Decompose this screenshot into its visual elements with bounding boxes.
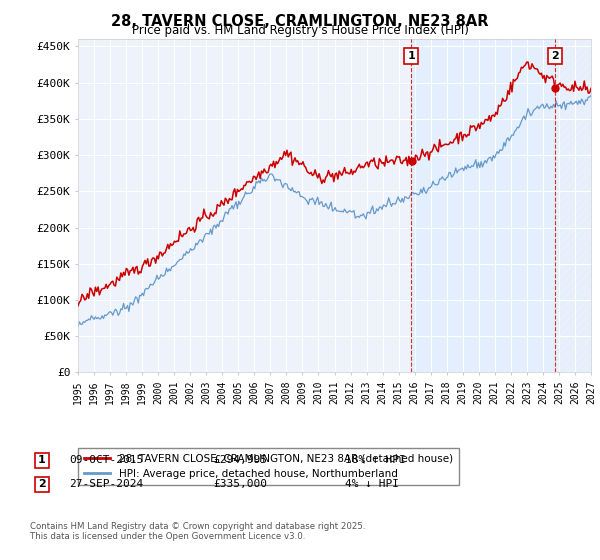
Text: £294,995: £294,995 [213,455,267,465]
Text: Contains HM Land Registry data © Crown copyright and database right 2025.
This d: Contains HM Land Registry data © Crown c… [30,522,365,542]
Text: £335,000: £335,000 [213,479,267,489]
Bar [555,39,591,372]
Text: 1: 1 [407,51,415,61]
Text: 2: 2 [551,51,559,61]
Text: 1: 1 [38,455,46,465]
Text: 28, TAVERN CLOSE, CRAMLINGTON, NE23 8AR: 28, TAVERN CLOSE, CRAMLINGTON, NE23 8AR [111,14,489,29]
Text: 18% ↑ HPI: 18% ↑ HPI [345,455,406,465]
Legend: 28, TAVERN CLOSE, CRAMLINGTON, NE23 8AR (detached house), HPI: Average price, de: 28, TAVERN CLOSE, CRAMLINGTON, NE23 8AR … [78,447,459,486]
Text: Price paid vs. HM Land Registry's House Price Index (HPI): Price paid vs. HM Land Registry's House … [131,24,469,37]
Bar [411,39,555,372]
Text: 27-SEP-2024: 27-SEP-2024 [69,479,143,489]
Text: 2: 2 [38,479,46,489]
Text: 09-OCT-2015: 09-OCT-2015 [69,455,143,465]
Text: 4% ↓ HPI: 4% ↓ HPI [345,479,399,489]
